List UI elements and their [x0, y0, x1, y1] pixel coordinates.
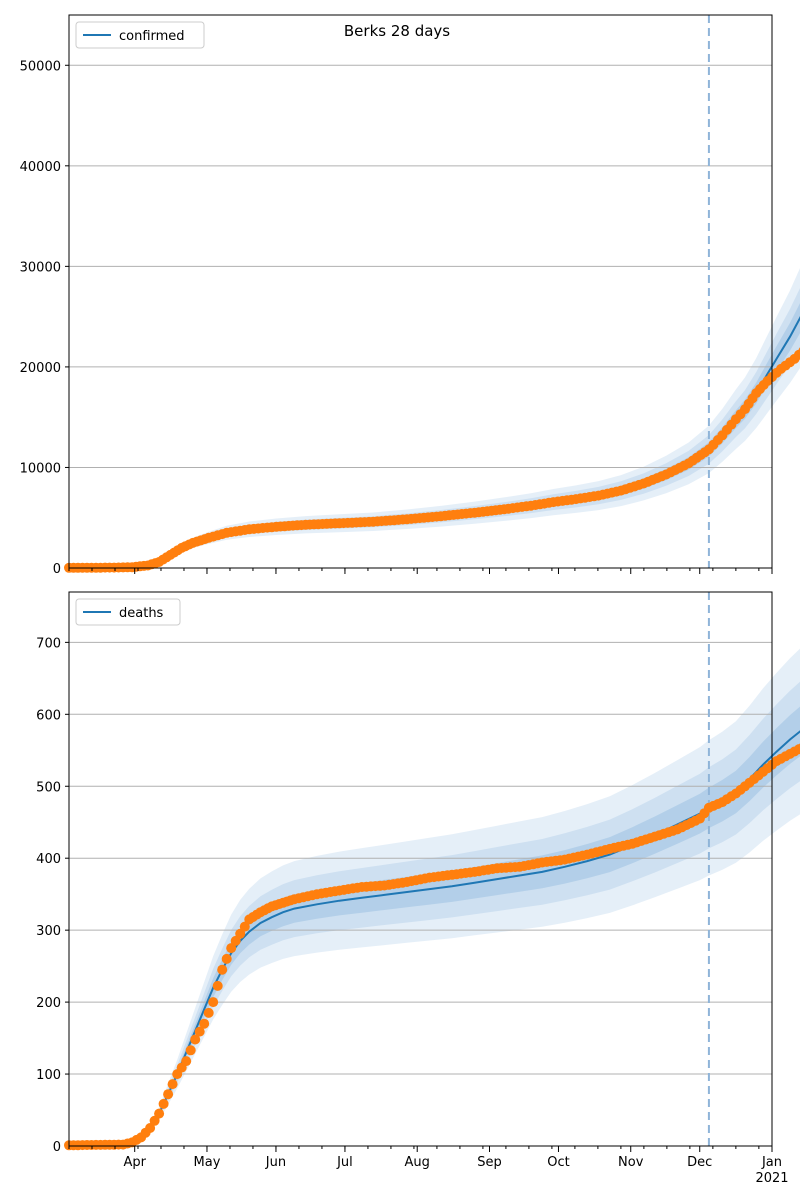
- x-tick-label: Apr: [123, 1155, 146, 1170]
- observed-point: [235, 928, 246, 939]
- observed-point: [217, 964, 228, 975]
- observed-point: [212, 980, 223, 991]
- y-tick-label: 0: [53, 562, 61, 577]
- observed-point: [221, 953, 232, 964]
- observed-point: [194, 1026, 205, 1037]
- y-tick-label: 200: [36, 996, 61, 1011]
- x-tick-label: Sep: [477, 1155, 502, 1170]
- plot-panel-1: 0 100 200 300 400 500 600 700 Apr May Jun Jul Aug Sep…: [36, 591, 800, 1186]
- uncertainty-band-middle: [69, 681, 800, 1146]
- uncertainty-band-middle: [69, 288, 800, 568]
- x-tick-label: Oct: [547, 1155, 569, 1170]
- y-tick-label: 0: [53, 1140, 61, 1155]
- observed-point: [203, 1007, 214, 1018]
- observed-point: [163, 1089, 174, 1100]
- legend-label: deaths: [119, 606, 164, 621]
- y-tick-label: 10000: [20, 461, 61, 476]
- y-tick-label: 700: [36, 636, 61, 651]
- y-tick-label: 300: [36, 924, 61, 939]
- observed-point: [145, 1123, 156, 1133]
- x-tick-label: Dec: [687, 1155, 712, 1170]
- y-tick-label: 600: [36, 708, 61, 723]
- observed-point: [239, 921, 250, 932]
- observed-point: [167, 1079, 178, 1090]
- x-tick-label: May: [194, 1155, 221, 1170]
- axes-frame: [68, 591, 773, 1147]
- x-tick-label: 2021: [755, 1171, 788, 1186]
- x-tick-label: Jul: [336, 1155, 353, 1170]
- plot-panel-0: 0 10000 20000 30000 40000 50000 confirmed: [20, 14, 800, 577]
- x-tick-label: Jun: [265, 1155, 286, 1170]
- observed-point: [149, 1115, 160, 1126]
- legend-label: confirmed: [119, 29, 185, 44]
- axes-frame: [68, 14, 773, 569]
- y-tick-label: 500: [36, 780, 61, 795]
- observed-point: [190, 1034, 201, 1045]
- chart-title: Berks 28 days: [344, 22, 450, 40]
- legend-box: [75, 598, 181, 626]
- observed-point: [226, 943, 237, 954]
- observed-point: [230, 935, 241, 946]
- observed-point: [158, 1098, 169, 1109]
- legend: deaths: [75, 598, 181, 626]
- legend: confirmed: [75, 21, 205, 49]
- observed-point: [208, 997, 219, 1008]
- observed-point: [154, 1108, 165, 1119]
- x-tick-label: Aug: [405, 1155, 430, 1170]
- observed-point: [185, 1045, 196, 1056]
- x-tick-label: Nov: [618, 1155, 644, 1170]
- x-tick-label: Jan: [761, 1155, 782, 1170]
- y-tick-label: 40000: [20, 160, 61, 175]
- y-tick-label: 400: [36, 852, 61, 867]
- observed-point: [794, 349, 800, 360]
- y-tick-label: 50000: [20, 59, 61, 74]
- observed-point: [199, 1018, 210, 1029]
- legend-box: [75, 21, 205, 49]
- observed-point: [794, 744, 800, 755]
- y-tick-label: 20000: [20, 361, 61, 376]
- y-tick-label: 100: [36, 1068, 61, 1083]
- y-tick-label: 30000: [20, 260, 61, 275]
- observed-point: [181, 1056, 192, 1067]
